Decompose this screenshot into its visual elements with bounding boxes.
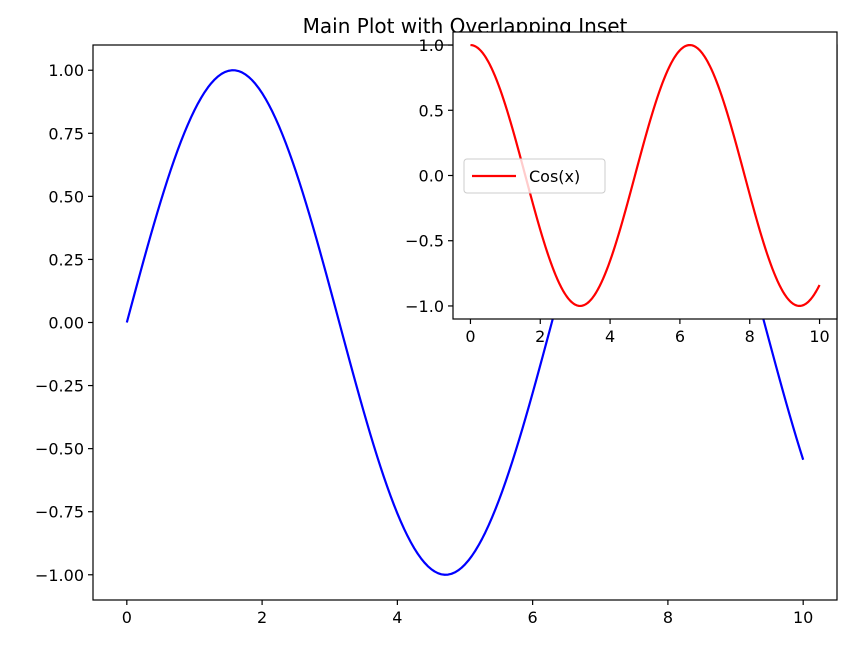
main-y-tick-label: −0.25 xyxy=(35,377,84,396)
main-y-tick-label: −0.50 xyxy=(35,440,84,459)
inset-x-tick-label: 10 xyxy=(809,327,829,346)
main-x-tick-label: 4 xyxy=(392,608,402,627)
inset-x-tick-label: 4 xyxy=(605,327,615,346)
inset-plot: 0 2 4 6 8 10 −1.0 −0.5 0.0 0.5 1.0 Cos(x) xyxy=(405,31,838,346)
legend-label: Cos(x) xyxy=(529,167,580,186)
main-y-tick-label: 0.75 xyxy=(48,124,84,143)
inset-y-tick-label: 0.5 xyxy=(419,101,444,120)
inset-y-tick-label: 0.0 xyxy=(419,167,444,186)
main-y-tick-label: 0.25 xyxy=(48,250,84,269)
inset-x-tick-label: 8 xyxy=(745,327,755,346)
main-y-tick-label: −1.00 xyxy=(35,566,84,585)
main-x-tick-label: 8 xyxy=(663,608,673,627)
main-y-tick-label: 1.00 xyxy=(48,61,84,80)
main-x-tick-label: 0 xyxy=(122,608,132,627)
main-y-tick-label: −0.75 xyxy=(35,503,84,522)
main-y-tick-label: 0.50 xyxy=(48,187,84,206)
inset-y-tick-label: 1.0 xyxy=(419,36,444,55)
main-x-tick-label: 2 xyxy=(257,608,267,627)
main-x-tick-label: 10 xyxy=(793,608,813,627)
inset-x-tick-label: 2 xyxy=(535,327,545,346)
inset-x-tick-label: 6 xyxy=(675,327,685,346)
main-y-tick-label: 0.00 xyxy=(48,314,84,333)
inset-y-tick-label: −0.5 xyxy=(405,232,444,251)
main-x-tick-label: 6 xyxy=(528,608,538,627)
legend-box xyxy=(463,158,606,194)
inset-x-tick-label: 0 xyxy=(465,327,475,346)
inset-y-tick-label: −1.0 xyxy=(405,297,444,316)
